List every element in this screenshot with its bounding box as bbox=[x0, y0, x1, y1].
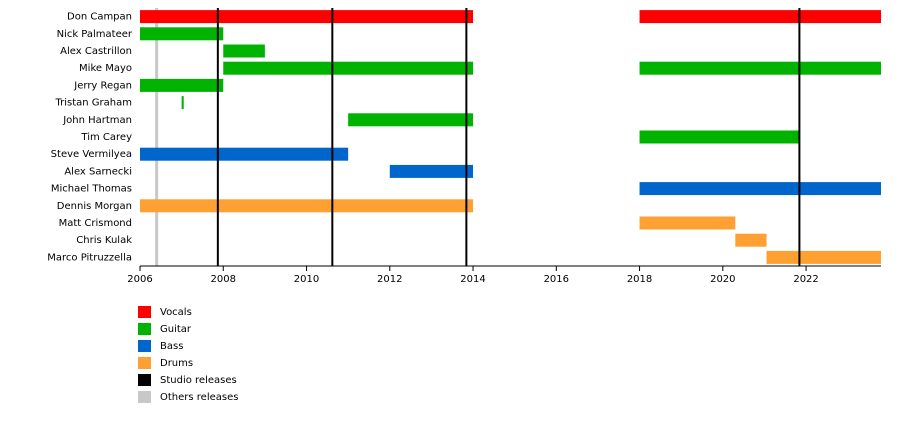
legend-swatch bbox=[138, 340, 151, 352]
legend-label: Studio releases bbox=[160, 375, 237, 386]
member-label: Chris Kulak bbox=[76, 235, 132, 246]
x-tick-label: 2006 bbox=[127, 274, 152, 285]
member-label: Marco Pitruzzella bbox=[47, 252, 132, 263]
member-label: Tim Carey bbox=[80, 132, 132, 143]
member-bar bbox=[140, 199, 474, 213]
legend-swatch bbox=[138, 357, 151, 369]
x-tick-label: 2022 bbox=[793, 274, 818, 285]
legend-swatch bbox=[138, 391, 151, 403]
member-bar bbox=[181, 96, 184, 110]
x-tick-label: 2010 bbox=[294, 274, 319, 285]
x-tick-label: 2020 bbox=[710, 274, 735, 285]
member-bar bbox=[639, 10, 881, 24]
member-label: Tristan Graham bbox=[55, 98, 133, 109]
x-tick-label: 2018 bbox=[627, 274, 652, 285]
member-label: Mike Mayo bbox=[79, 63, 132, 74]
member-bar bbox=[140, 147, 349, 161]
legend-swatch bbox=[138, 306, 151, 318]
member-bar bbox=[639, 182, 881, 196]
member-label: Don Campan bbox=[67, 12, 132, 23]
x-tick-label: 2016 bbox=[544, 274, 569, 285]
member-bar bbox=[223, 61, 474, 75]
member-label: John Hartman bbox=[62, 115, 132, 126]
member-bar bbox=[639, 61, 881, 75]
legend-label: Others releases bbox=[160, 392, 238, 403]
member-bar bbox=[766, 250, 881, 264]
member-label: Alex Castrillon bbox=[60, 46, 132, 57]
legend-label: Drums bbox=[160, 358, 193, 369]
member-label: Michael Thomas bbox=[51, 184, 132, 195]
x-tick-label: 2014 bbox=[460, 274, 485, 285]
member-bar bbox=[735, 233, 767, 247]
legend-label: Bass bbox=[160, 341, 183, 352]
member-bar bbox=[389, 164, 474, 178]
member-label: Dennis Morgan bbox=[57, 201, 132, 212]
member-label: Nick Palmateer bbox=[57, 29, 133, 40]
member-bar bbox=[140, 10, 474, 24]
member-bar bbox=[223, 44, 265, 58]
legend-label: Vocals bbox=[160, 307, 192, 318]
member-bar bbox=[639, 130, 800, 144]
member-label: Jerry Regan bbox=[73, 80, 132, 91]
member-label: Alex Sarnecki bbox=[64, 166, 132, 177]
member-bar bbox=[348, 113, 474, 127]
legend-swatch bbox=[138, 323, 151, 335]
member-label: Matt Crismond bbox=[59, 218, 132, 229]
legend-label: Guitar bbox=[160, 324, 192, 335]
legend-swatch bbox=[138, 374, 151, 386]
member-bar bbox=[140, 27, 224, 41]
member-label: Steve Vermilyea bbox=[51, 149, 132, 160]
x-tick-label: 2008 bbox=[211, 274, 236, 285]
x-tick-label: 2012 bbox=[377, 274, 402, 285]
member-bar bbox=[639, 216, 736, 230]
member-bar bbox=[140, 78, 224, 92]
